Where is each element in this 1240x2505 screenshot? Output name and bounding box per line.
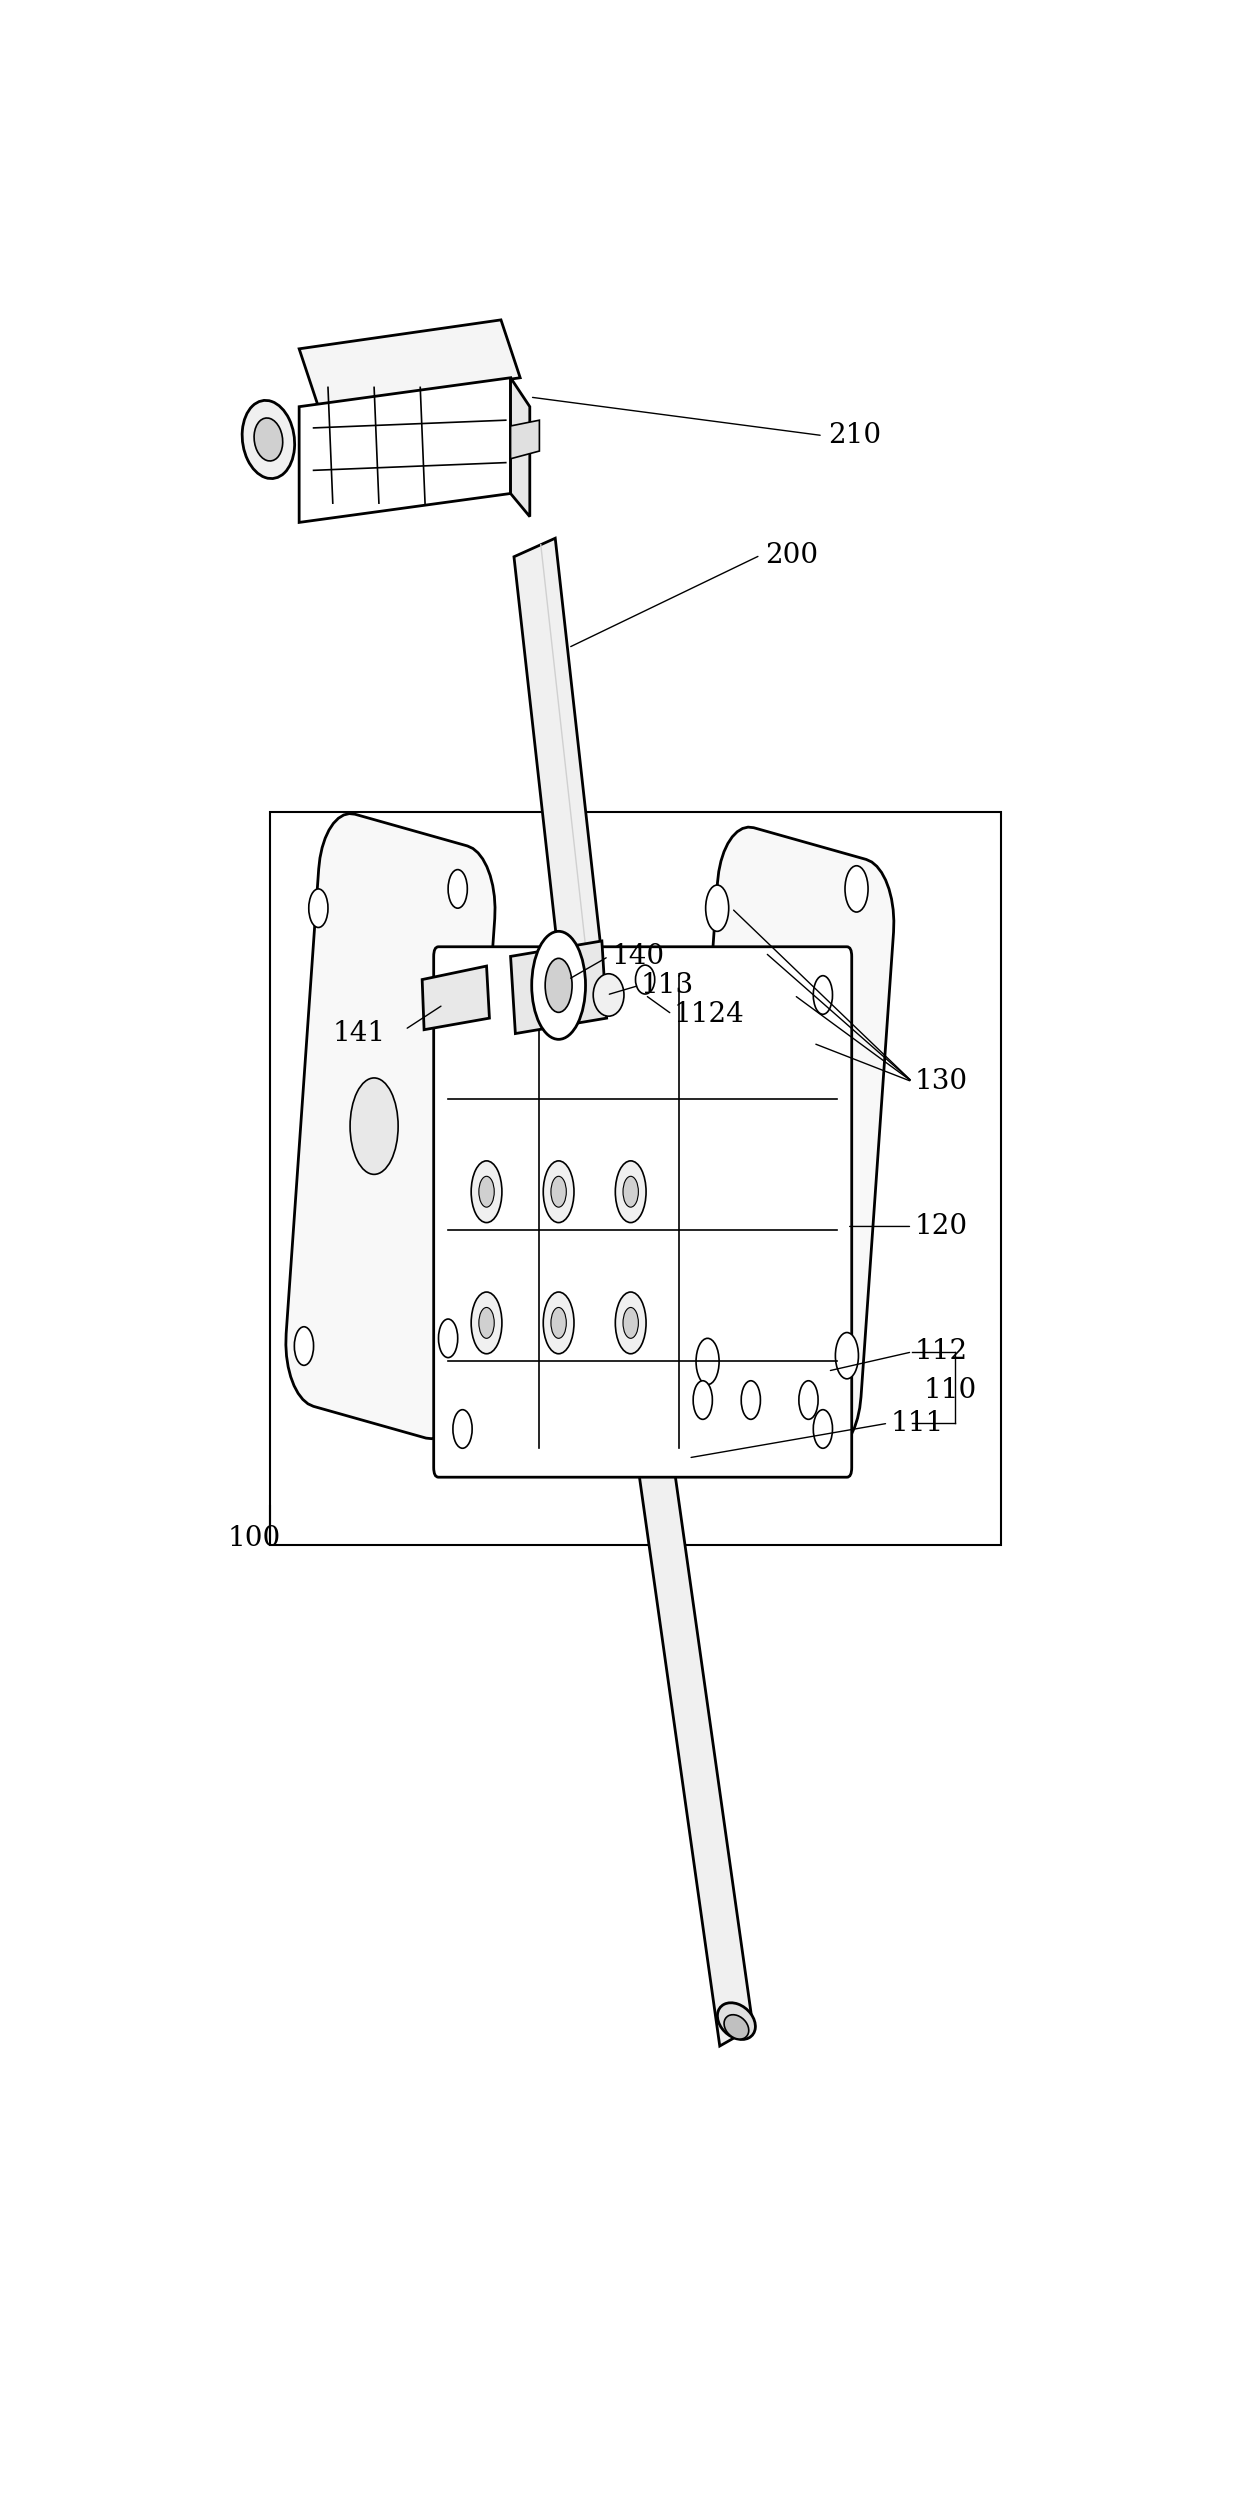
- Ellipse shape: [593, 974, 624, 1017]
- Circle shape: [453, 974, 472, 1015]
- Circle shape: [799, 1380, 818, 1420]
- Circle shape: [693, 1380, 712, 1420]
- Circle shape: [448, 869, 467, 909]
- Polygon shape: [299, 378, 511, 524]
- Text: 141: 141: [332, 1020, 386, 1047]
- Circle shape: [453, 1410, 472, 1448]
- Ellipse shape: [635, 964, 655, 994]
- Circle shape: [479, 1177, 495, 1207]
- Polygon shape: [513, 539, 606, 1015]
- Circle shape: [844, 867, 868, 912]
- Circle shape: [309, 889, 327, 927]
- Text: 200: 200: [765, 541, 818, 569]
- Text: 100: 100: [227, 1526, 280, 1553]
- Ellipse shape: [718, 2004, 755, 2039]
- FancyBboxPatch shape: [434, 947, 852, 1478]
- Polygon shape: [511, 378, 529, 516]
- Ellipse shape: [254, 418, 283, 461]
- Text: 113: 113: [640, 972, 693, 999]
- Circle shape: [622, 1308, 639, 1338]
- Text: 110: 110: [924, 1378, 977, 1403]
- Polygon shape: [422, 967, 490, 1030]
- Ellipse shape: [724, 2014, 749, 2039]
- Circle shape: [350, 1077, 398, 1175]
- Text: 111: 111: [890, 1410, 944, 1438]
- Circle shape: [615, 1160, 646, 1222]
- Text: 140: 140: [611, 942, 665, 969]
- Circle shape: [543, 1293, 574, 1353]
- Circle shape: [439, 1320, 458, 1358]
- Polygon shape: [299, 321, 521, 406]
- Ellipse shape: [564, 969, 608, 1010]
- Circle shape: [294, 1328, 314, 1365]
- Circle shape: [836, 1333, 858, 1378]
- Circle shape: [615, 1293, 646, 1353]
- Circle shape: [471, 1160, 502, 1222]
- Text: 1124: 1124: [675, 1002, 745, 1027]
- Circle shape: [551, 1308, 567, 1338]
- Ellipse shape: [568, 974, 604, 1002]
- Polygon shape: [511, 421, 539, 458]
- Circle shape: [622, 1177, 639, 1207]
- Text: 210: 210: [828, 423, 880, 448]
- Circle shape: [479, 1308, 495, 1338]
- Polygon shape: [511, 942, 606, 1035]
- Circle shape: [546, 959, 572, 1012]
- Ellipse shape: [242, 401, 295, 478]
- Bar: [270, 812, 1001, 1546]
- Circle shape: [706, 884, 729, 932]
- Circle shape: [543, 1160, 574, 1222]
- Circle shape: [813, 1410, 832, 1448]
- Circle shape: [742, 1380, 760, 1420]
- Polygon shape: [286, 814, 495, 1438]
- Text: 120: 120: [914, 1212, 967, 1240]
- Polygon shape: [684, 827, 894, 1453]
- Circle shape: [813, 974, 832, 1015]
- Circle shape: [696, 1338, 719, 1385]
- Text: 112: 112: [914, 1338, 967, 1365]
- Polygon shape: [639, 1448, 753, 2047]
- Circle shape: [471, 1293, 502, 1353]
- Circle shape: [532, 932, 585, 1040]
- Text: 130: 130: [914, 1067, 967, 1095]
- Circle shape: [551, 1177, 567, 1207]
